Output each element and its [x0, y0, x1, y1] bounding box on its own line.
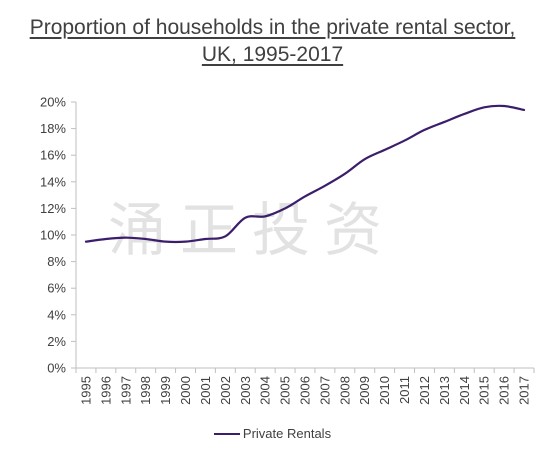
chart-title-line-2: UK, 1995-2017: [201, 43, 344, 66]
watermark: 涌正投资: [108, 196, 397, 264]
y-tick-label: 10%: [40, 228, 66, 243]
x-tick-label: 2000: [178, 376, 193, 405]
y-tick-label: 6%: [47, 281, 66, 296]
x-tick-label: 2012: [417, 376, 432, 405]
x-tick-labels: 1995 1996 1997 1998 1999 2000 2001 2002 2003 2004…: [78, 376, 531, 405]
x-tick-label: 2007: [317, 376, 332, 405]
y-tick-label: 8%: [47, 254, 66, 269]
x-tick-label: 2002: [218, 376, 233, 405]
x-tick-label: 2011: [397, 376, 412, 404]
y-tick-label: 12%: [40, 201, 66, 216]
x-tick-label: 2014: [457, 376, 472, 405]
legend-label: Private Rentals: [242, 426, 332, 441]
x-tick-label: 1997: [118, 376, 133, 405]
y-tick-labels: 0% 2% 4% 6% 8% 10% 12% 14% 16% 18% 20%: [40, 95, 66, 376]
x-tick-label: 2017: [517, 376, 532, 405]
legend: Private Rentals: [0, 426, 545, 441]
x-tick-label: 1998: [138, 376, 153, 405]
chart-title-line-1: Proportion of households in the private …: [29, 16, 516, 39]
x-tick-label: 2008: [337, 376, 352, 405]
y-tick-label: 14%: [40, 174, 66, 189]
chart-axes: [71, 101, 535, 373]
series-line-private-rentals: [84, 104, 526, 244]
y-tick-label: 0%: [47, 361, 66, 376]
y-tick-label: 16%: [40, 148, 66, 163]
x-tick-label: 1996: [98, 376, 113, 405]
y-tick-label: 18%: [40, 121, 66, 136]
x-tick-label: 1995: [78, 376, 93, 405]
x-tick-label: 2015: [477, 376, 492, 405]
x-tick-label: 2003: [238, 376, 253, 405]
y-tick-label: 4%: [47, 307, 66, 322]
y-tick-label: 2%: [47, 334, 66, 349]
x-tick-label: 2001: [198, 376, 213, 405]
x-tick-label: 2013: [437, 376, 452, 405]
x-tick-label: 2006: [298, 376, 313, 405]
chart-series: [84, 104, 526, 244]
x-tick-label: 2009: [357, 376, 372, 405]
x-tick-label: 2005: [278, 376, 293, 405]
x-tick-label: 2016: [497, 376, 512, 405]
legend-swatch: [213, 432, 240, 435]
x-tick-label: 1999: [158, 376, 173, 405]
x-tick-label: 2004: [258, 376, 273, 405]
y-tick-label: 20%: [40, 95, 66, 110]
chart-title: Proportion of households in the private …: [0, 14, 545, 68]
x-tick-label: 2010: [377, 376, 392, 405]
